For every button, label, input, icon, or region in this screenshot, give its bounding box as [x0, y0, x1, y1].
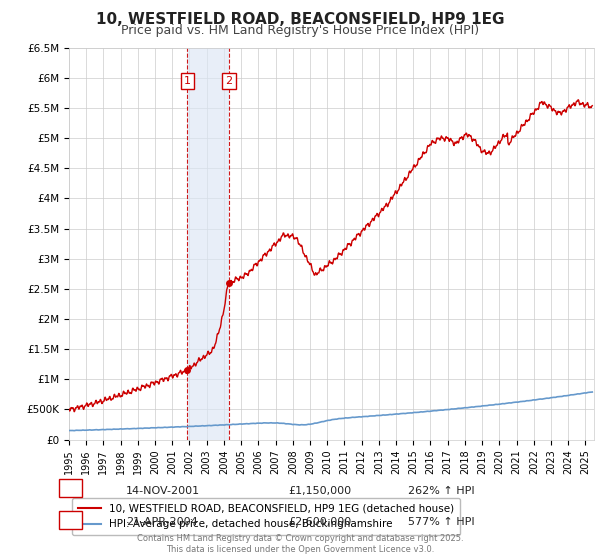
Text: 262% ↑ HPI: 262% ↑ HPI	[408, 486, 475, 496]
Text: 21-APR-2004: 21-APR-2004	[126, 517, 198, 528]
Text: Contains HM Land Registry data © Crown copyright and database right 2025.
This d: Contains HM Land Registry data © Crown c…	[137, 534, 463, 554]
Text: £1,150,000: £1,150,000	[288, 486, 351, 496]
Bar	[187, 48, 229, 440]
Text: 2: 2	[67, 517, 74, 528]
Text: 2: 2	[226, 76, 233, 86]
Text: 1: 1	[67, 486, 74, 496]
Text: 1: 1	[184, 76, 191, 86]
Text: 10, WESTFIELD ROAD, BEACONSFIELD, HP9 1EG: 10, WESTFIELD ROAD, BEACONSFIELD, HP9 1E…	[96, 12, 504, 27]
Text: 577% ↑ HPI: 577% ↑ HPI	[408, 517, 475, 528]
Text: 14-NOV-2001: 14-NOV-2001	[126, 486, 200, 496]
Text: Price paid vs. HM Land Registry's House Price Index (HPI): Price paid vs. HM Land Registry's House …	[121, 24, 479, 36]
Text: £2,600,000: £2,600,000	[288, 517, 351, 528]
Legend: 10, WESTFIELD ROAD, BEACONSFIELD, HP9 1EG (detached house), HPI: Average price, : 10, WESTFIELD ROAD, BEACONSFIELD, HP9 1E…	[71, 498, 460, 535]
